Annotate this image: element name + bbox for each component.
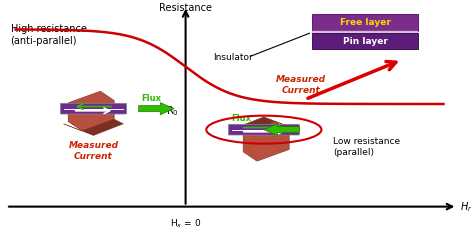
Text: Resistance: Resistance: [159, 3, 212, 13]
FancyBboxPatch shape: [312, 33, 418, 49]
Text: (anti-parallel): (anti-parallel): [10, 36, 77, 46]
Text: Pin layer: Pin layer: [343, 37, 388, 46]
FancyBboxPatch shape: [228, 124, 299, 135]
Text: H$_r$: H$_r$: [460, 200, 472, 214]
Text: R$_0$: R$_0$: [166, 104, 179, 118]
Text: Free layer: Free layer: [340, 18, 391, 27]
Polygon shape: [234, 117, 294, 133]
Text: H$_x$ = 0: H$_x$ = 0: [170, 217, 201, 230]
Polygon shape: [264, 124, 299, 136]
Polygon shape: [68, 91, 114, 131]
Text: High resistance: High resistance: [10, 24, 86, 34]
Text: Flux: Flux: [231, 114, 251, 123]
Polygon shape: [138, 103, 174, 115]
Text: (parallel): (parallel): [333, 148, 374, 157]
Text: Flux: Flux: [141, 94, 161, 103]
FancyBboxPatch shape: [60, 103, 127, 114]
Polygon shape: [243, 122, 289, 161]
FancyBboxPatch shape: [312, 30, 418, 34]
Text: Low resistance: Low resistance: [333, 137, 400, 146]
Text: Measured
Current: Measured Current: [276, 75, 326, 95]
Polygon shape: [64, 119, 123, 135]
Text: Insulator: Insulator: [213, 53, 253, 62]
Text: Measured
Current: Measured Current: [68, 141, 118, 161]
FancyBboxPatch shape: [312, 14, 418, 31]
